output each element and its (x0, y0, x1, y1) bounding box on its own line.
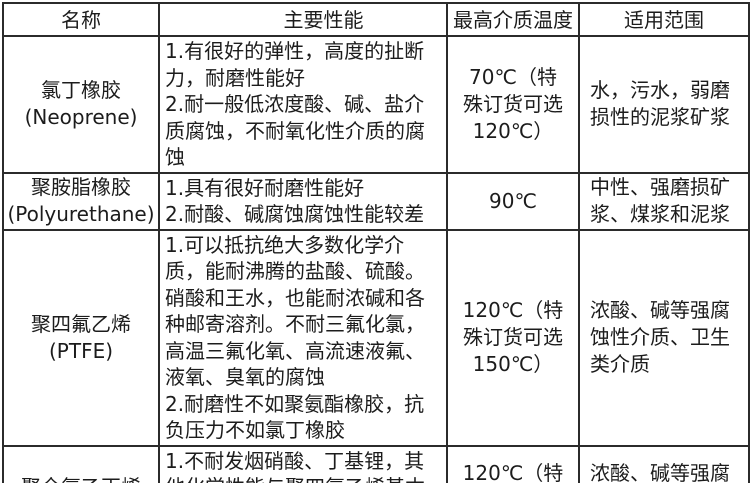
table-row-f46: 聚全氟乙丙烯 (F46) 1.不耐发烟硝酸、丁基锂，其他化学性能与聚四氟乙烯基本… (2, 444, 750, 483)
material-name-cn: 聚胺脂橡胶 (31, 175, 131, 199)
material-name-cell: 氯丁橡胶 (Neoprene) (2, 35, 160, 174)
column-header-scope: 适用范围 (578, 2, 750, 37)
performance-item: 2.耐磨性不如聚氨酯橡胶，抗负压力不如氯丁橡胶 (165, 391, 425, 443)
scope-cell: 水，污水，弱磨损性的泥浆矿浆 (578, 35, 750, 174)
performance-item: 1.可以抵抗绝大多数化学介质，能耐沸腾的盐酸、硫酸。硝酸和王水，也能耐浓碱和各种… (165, 232, 425, 390)
material-name-cell: 聚胺脂橡胶 (Polyurethane) (2, 171, 160, 231)
scope-cell: 浓酸、碱等强腐蚀性介质、卫生类介质 (578, 228, 750, 447)
performance-cell: 1.可以抵抗绝大多数化学介质，能耐沸腾的盐酸、硫酸。硝酸和王水，也能耐浓碱和各种… (158, 228, 448, 447)
material-name-en: (Polyurethane) (7, 202, 155, 226)
max-temp-cell: 90℃ (446, 171, 580, 231)
material-name-cn: 聚全氟乙丙烯 (6, 474, 156, 483)
performance-cell: 1.具有很好耐磨性能好 2.耐酸、碱腐蚀腐蚀性能较差 (158, 171, 448, 231)
material-name-en: (Neoprene) (24, 105, 138, 130)
material-name-cell: 聚四氟乙烯 (PTFE) (2, 228, 160, 447)
table-row-neoprene: 氯丁橡胶 (Neoprene) 1.有很好的弹性，高度的扯断力，耐磨性能好 2.… (2, 35, 750, 174)
max-temp-cell: 120℃（特殊订货可选150℃） (446, 444, 580, 483)
material-name-cn: 聚四氟乙烯 (31, 311, 131, 336)
material-name-en: (PTFE) (48, 338, 114, 363)
performance-item: 1.有很好的弹性，高度的扯断力，耐磨性能好 (165, 39, 425, 90)
performance-item: 2.耐酸、碱腐蚀腐蚀性能较差 (165, 202, 425, 226)
performance-cell: 1.有很好的弹性，高度的扯断力，耐磨性能好 2.耐一般低浓度酸、碱、盐介质腐蚀，… (158, 35, 448, 174)
table-row-polyurethane: 聚胺脂橡胶 (Polyurethane) 1.具有很好耐磨性能好 2.耐酸、碱腐… (2, 171, 750, 231)
max-temp-cell: 70℃（特殊订货可选120℃） (446, 35, 580, 174)
column-header-max-temp: 最高介质温度 (446, 2, 580, 37)
table-header-row: 名称 主要性能 最高介质温度 适用范围 (2, 2, 750, 37)
column-header-name: 名称 (2, 2, 160, 37)
performance-item: 1.不耐发烟硝酸、丁基锂，其他化学性能与聚四氟乙烯基本相同 (165, 448, 425, 483)
table-row-ptfe: 聚四氟乙烯 (PTFE) 1.可以抵抗绝大多数化学介质，能耐沸腾的盐酸、硫酸。硝… (2, 228, 750, 447)
performance-item: 2.耐一般低浓度酸、碱、盐介质腐蚀，不耐氧化性介质的腐蚀 (165, 92, 425, 169)
performance-cell: 1.不耐发烟硝酸、丁基锂，其他化学性能与聚四氟乙烯基本相同 2.抗负压力高于聚四… (158, 444, 448, 483)
max-temp-cell: 120℃（特殊订货可选150℃） (446, 228, 580, 447)
material-name-cell: 聚全氟乙丙烯 (F46) (2, 444, 160, 483)
performance-item: 1.具有很好耐磨性能好 (165, 175, 365, 200)
scope-cell: 浓酸、碱等强腐蚀性介质、卫生类介质 (578, 444, 750, 483)
material-name-cn: 氯丁橡胶 (41, 78, 121, 103)
scope-cell: 中性、强磨损矿浆、煤浆和泥浆 (578, 171, 750, 231)
column-header-performance: 主要性能 (158, 2, 448, 37)
